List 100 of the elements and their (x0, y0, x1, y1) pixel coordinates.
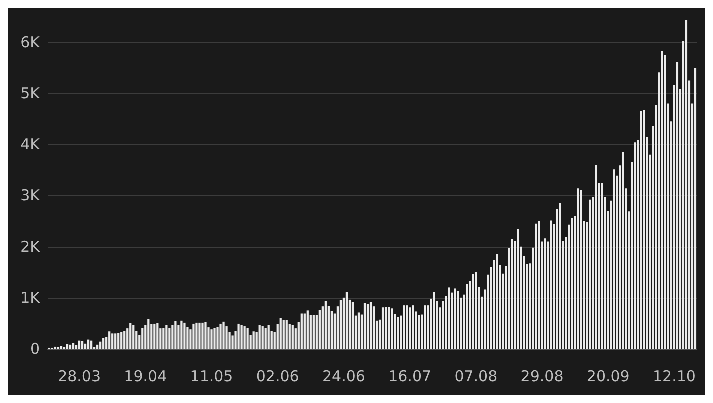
bar (252, 332, 255, 349)
bar (496, 254, 498, 349)
bar (412, 306, 414, 349)
bar (240, 326, 243, 349)
bar (418, 315, 420, 349)
bar (154, 324, 156, 349)
bar (292, 324, 294, 349)
bar (280, 318, 282, 349)
bar (318, 310, 321, 349)
bar (282, 320, 285, 349)
bar (180, 320, 183, 349)
bar (69, 344, 72, 349)
y-tick-label: 6K (20, 33, 42, 52)
bar (613, 170, 616, 349)
bar (577, 188, 580, 349)
bar (406, 306, 408, 349)
bar (370, 302, 372, 349)
x-tick-label: 24.06 (322, 368, 366, 386)
bar (112, 334, 114, 349)
bar (457, 291, 460, 349)
bar (174, 321, 177, 349)
bar (595, 165, 598, 349)
x-tick-label: 20.09 (586, 368, 630, 386)
bar (246, 328, 249, 349)
bar (664, 55, 667, 349)
bar (643, 110, 646, 349)
bar (100, 342, 102, 349)
bar (60, 346, 63, 349)
bar (634, 142, 636, 349)
bar (589, 200, 592, 349)
y-tick-label: 1K (20, 288, 42, 307)
bar (685, 20, 688, 349)
bar (312, 315, 315, 349)
bar (511, 239, 514, 349)
bar (622, 152, 624, 349)
bar (601, 182, 604, 349)
bar (384, 307, 388, 349)
bar (390, 308, 394, 349)
bar (694, 68, 697, 349)
bar (186, 327, 189, 349)
x-tick-label: 28.03 (58, 368, 102, 386)
x-tick-label: 16.07 (388, 368, 432, 386)
bar (286, 320, 288, 349)
bar (102, 338, 105, 349)
bar (148, 319, 150, 349)
bar (535, 224, 538, 349)
bar (96, 344, 99, 349)
bar (472, 274, 474, 349)
bar (454, 288, 456, 349)
bar (220, 324, 222, 349)
bar (424, 306, 426, 349)
bar (88, 340, 90, 349)
bar (118, 333, 120, 349)
bar (75, 345, 78, 349)
bar (238, 324, 240, 349)
y-tick-label: 2K (20, 238, 42, 256)
bar (346, 292, 348, 349)
bar (466, 284, 468, 349)
y-tick-label: 4K (20, 136, 42, 154)
bar (142, 328, 144, 349)
bar (538, 221, 540, 349)
bar (580, 190, 582, 349)
bar (366, 304, 370, 349)
bar (364, 303, 366, 349)
bar (168, 328, 171, 349)
x-tick-label: 12.10 (652, 368, 696, 386)
bar (559, 203, 562, 349)
bar (402, 306, 406, 349)
bar (358, 312, 360, 349)
bar (268, 324, 270, 349)
y-tick-label: 3K (20, 186, 42, 205)
bar (184, 322, 186, 349)
bar (300, 314, 303, 349)
bar (448, 288, 450, 349)
bar (198, 322, 201, 349)
bar (258, 324, 261, 349)
bar (120, 332, 123, 349)
bar (192, 324, 195, 349)
bar (264, 328, 267, 349)
y-tick-label: 0 (30, 340, 40, 358)
bar (214, 328, 216, 349)
bar (382, 308, 384, 349)
bar (288, 324, 291, 349)
bar (517, 229, 520, 349)
bar (550, 220, 552, 349)
bar (304, 314, 306, 349)
bar (202, 322, 204, 349)
bar (640, 111, 642, 349)
bar (90, 340, 93, 349)
bar (82, 341, 84, 349)
bar (166, 326, 168, 349)
bar (475, 272, 478, 349)
y-tick-label: 5K (20, 84, 42, 103)
bar (162, 328, 165, 349)
bar (571, 218, 574, 349)
bar (114, 334, 117, 349)
bar (132, 326, 135, 349)
bar (396, 317, 400, 349)
bar (433, 292, 436, 349)
bar (352, 302, 354, 349)
